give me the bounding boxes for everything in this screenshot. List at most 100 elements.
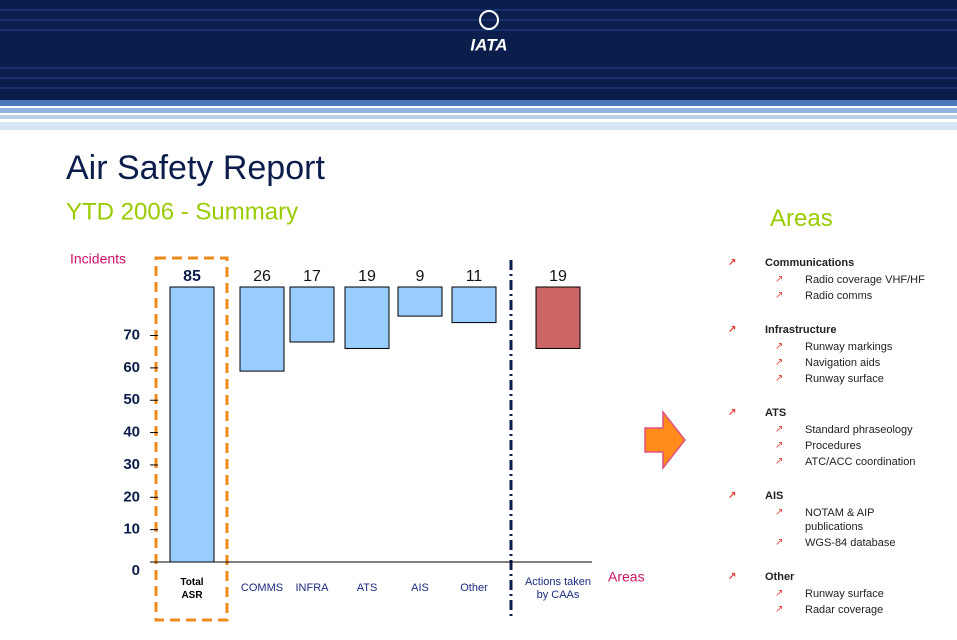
- bar: [535, 286, 581, 349]
- area-item: ↗ Radio comms: [728, 289, 925, 303]
- area-item: ↗ Radar coverage: [728, 603, 925, 617]
- area-item: ↗ Navigation aids: [728, 356, 925, 370]
- text: NOTAM & AIP publications: [805, 507, 875, 533]
- value-label: 19: [549, 268, 567, 285]
- text: AIS: [765, 490, 784, 502]
- area-group: ↗ Communications ↗ Radio coverage VHF/HF ↗ Ra…: [728, 255, 953, 303]
- text: Radio comms: [805, 290, 873, 302]
- y-tick-label: 60: [123, 359, 140, 376]
- area-item: ↗ Runway surface: [728, 372, 925, 386]
- area-heading: ↗ ATS: [728, 405, 953, 421]
- bullet: ↗: [775, 507, 784, 518]
- text: Procedures: [805, 440, 862, 452]
- bullet: ↗: [728, 257, 737, 268]
- chart-title: Air Safety Report: [66, 149, 325, 187]
- highlight-box: [154, 256, 229, 622]
- x-tick-label: INFRA: [296, 582, 330, 594]
- y-tick-label: 70: [123, 326, 140, 343]
- value-label: 85: [183, 268, 201, 285]
- area-group: ↗ AIS ↗ NOTAM & AIP publications ↗ WGS-84 dat…: [728, 488, 953, 550]
- area-item: ↗ Procedures: [728, 439, 925, 453]
- y-tick-label: 30: [123, 456, 140, 473]
- bullet: ↗: [775, 357, 784, 368]
- header-band: [0, 0, 957, 100]
- x-axis-label: Areas: [608, 569, 645, 585]
- x-tick-label: ATS: [357, 582, 378, 594]
- logo-globe: [479, 10, 499, 30]
- area-heading: ↗ Communications: [728, 255, 953, 271]
- header-stripe: [0, 108, 957, 113]
- header-stripe: [0, 100, 957, 106]
- area-item: ↗ Runway markings: [728, 340, 925, 354]
- bullet: ↗: [728, 490, 737, 501]
- bullet: ↗: [775, 274, 784, 285]
- x-tick-label: COMMS: [241, 582, 283, 594]
- text: Runway surface: [805, 373, 884, 385]
- y-tick-label: 50: [123, 391, 140, 408]
- value-label: 26: [253, 268, 271, 285]
- header-stripe: [0, 122, 957, 130]
- bullet: ↗: [775, 537, 784, 548]
- text: Radio coverage VHF/HF: [805, 274, 925, 286]
- text: Radar coverage: [805, 604, 884, 616]
- areas-list: ↗ Communications ↗ Radio coverage VHF/HF ↗ Ra…: [728, 255, 953, 636]
- text: ATS: [765, 407, 787, 419]
- bar: [169, 286, 215, 563]
- y-tick-label: 0: [132, 562, 140, 579]
- arrow: [644, 409, 686, 471]
- y-tick-label: 40: [123, 424, 140, 441]
- text: Navigation aids: [805, 357, 881, 369]
- y-tick-label: 20: [123, 488, 140, 505]
- area-heading: ↗ AIS: [728, 488, 953, 504]
- y-axis-label: Incidents: [70, 251, 126, 267]
- area-group: ↗ Other ↗ Runway surface ↗ Radar coverage: [728, 569, 953, 617]
- chart-subtitle: YTD 2006 - Summary: [66, 198, 298, 225]
- value-label: 17: [303, 268, 321, 285]
- bar: [344, 286, 390, 349]
- bullet: ↗: [775, 588, 784, 599]
- areas-title: Areas: [770, 205, 833, 232]
- x-tick-label: Total ASR: [180, 577, 203, 601]
- text: Runway markings: [805, 341, 893, 353]
- bullet: ↗: [775, 290, 784, 301]
- text: Runway surface: [805, 588, 884, 600]
- y-tick-label: 10: [123, 521, 140, 538]
- logo: IATA: [470, 35, 507, 54]
- text: Communications: [765, 257, 855, 269]
- value-label: 11: [466, 268, 483, 285]
- text: ATC/ACC coordination: [805, 456, 916, 468]
- value-label: 9: [416, 268, 425, 285]
- text: Other: [765, 571, 795, 583]
- bar: [239, 286, 285, 372]
- area-item: ↗ Standard phraseology: [728, 423, 925, 437]
- header-stripe: [0, 115, 957, 119]
- bullet: ↗: [775, 604, 784, 615]
- area-item: ↗ ATC/ACC coordination: [728, 455, 925, 469]
- area-group: ↗ Infrastructure ↗ Runway markings ↗ Navigati…: [728, 322, 953, 386]
- bullet: ↗: [728, 407, 737, 418]
- x-tick-label: Actions taken by CAAs: [525, 576, 591, 601]
- bullet: ↗: [728, 324, 737, 335]
- area-group: ↗ ATS ↗ Standard phraseology ↗ Procedures ↗ ATC…: [728, 405, 953, 469]
- text: Infrastructure: [765, 324, 837, 336]
- area-heading: ↗ Infrastructure: [728, 322, 953, 338]
- bullet: ↗: [775, 456, 784, 467]
- area-item: ↗ NOTAM & AIP publications: [728, 506, 925, 534]
- bullet: ↗: [775, 341, 784, 352]
- text: WGS-84 database: [805, 537, 896, 549]
- bar: [451, 286, 497, 324]
- header-stripes: [0, 9, 957, 89]
- area-item: ↗ Runway surface: [728, 587, 925, 601]
- area-item: ↗ WGS-84 database: [728, 536, 925, 550]
- bullet: ↗: [775, 373, 784, 384]
- text: Standard phraseology: [805, 424, 913, 436]
- bullet: ↗: [775, 424, 784, 435]
- area-heading: ↗ Other: [728, 569, 953, 585]
- value-label: 19: [358, 268, 376, 285]
- x-tick-label: Other: [460, 582, 488, 594]
- bar: [397, 286, 443, 317]
- bullet: ↗: [775, 440, 784, 451]
- x-tick-label: AIS: [411, 582, 429, 594]
